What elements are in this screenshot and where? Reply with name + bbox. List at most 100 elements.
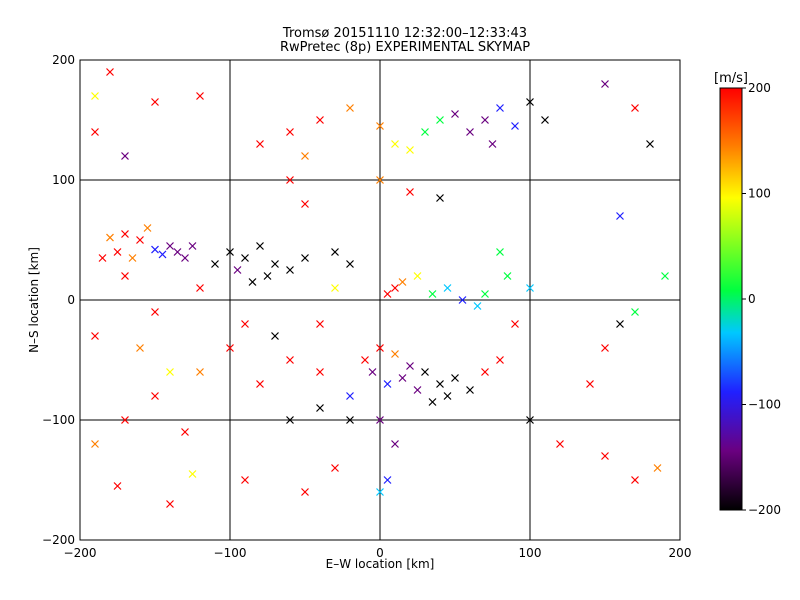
data-point-cross [496, 104, 504, 112]
data-point-cross [181, 428, 189, 436]
data-point-cross [661, 272, 669, 280]
data-point-cross [188, 470, 197, 478]
data-point-cross [496, 356, 504, 364]
data-point-cross [503, 272, 512, 280]
data-point-cross [391, 284, 399, 292]
data-point-cross [316, 320, 324, 328]
data-point-cross [301, 254, 309, 262]
data-point-cross [121, 272, 129, 280]
data-point-cross [541, 116, 549, 124]
x-tick-label: 0 [376, 546, 384, 560]
data-point-cross [451, 110, 459, 118]
y-tick-label: 100 [52, 173, 75, 187]
x-tick-label: 100 [519, 546, 542, 560]
data-point-cross [286, 128, 294, 136]
data-point-cross [121, 416, 129, 424]
data-point-cross [466, 386, 474, 394]
data-point-cross [376, 488, 384, 496]
x-tick-label: −100 [214, 546, 247, 560]
data-point-cross [376, 416, 384, 424]
data-point-cross [166, 500, 174, 508]
data-points [91, 68, 669, 508]
data-point-cross [526, 416, 534, 424]
colorbar-tick-label: 100 [748, 187, 771, 201]
data-point-cross [346, 260, 354, 268]
data-point-cross [248, 278, 257, 286]
colorbar-gradient [719, 87, 743, 511]
data-point-cross [226, 344, 234, 352]
data-point-cross [121, 230, 129, 238]
data-point-cross [331, 464, 339, 472]
data-point-cross [601, 344, 609, 352]
data-point-cross [451, 374, 459, 382]
x-axis-label: E–W location [km] [326, 557, 435, 571]
data-point-cross [241, 476, 249, 484]
x-tick-label: −200 [64, 546, 97, 560]
data-point-cross [421, 128, 429, 136]
data-point-cross [443, 284, 452, 292]
data-point-cross [286, 416, 294, 424]
data-point-cross [428, 290, 437, 298]
data-point-cross [241, 254, 249, 262]
x-axis-ticks: −200 −100 0 100 200 [64, 546, 692, 560]
y-axis-label: N–S location [km] [27, 247, 41, 353]
data-point-cross [406, 188, 414, 196]
data-point-cross [616, 212, 624, 220]
colorbar-ticks: 200 100 0 −100 −200 [742, 81, 781, 517]
data-point-cross [158, 250, 167, 259]
data-point-cross [301, 152, 309, 160]
data-point-cross [631, 104, 639, 112]
data-point-cross [188, 242, 197, 250]
data-point-cross [601, 452, 609, 460]
data-point-cross [256, 380, 264, 388]
data-point-cross [271, 260, 279, 268]
y-tick-label: −100 [42, 413, 75, 427]
data-point-cross [316, 116, 324, 124]
data-point-cross [121, 152, 129, 160]
data-point-cross [361, 356, 369, 364]
data-point-cross [286, 266, 294, 274]
data-point-cross [196, 284, 204, 292]
data-point-cross [526, 98, 534, 106]
data-point-cross [331, 248, 339, 256]
data-point-cross [406, 146, 414, 154]
colorbar: [m/s] 200 100 0 −100 −200 [714, 71, 781, 517]
colorbar-tick-label: −200 [748, 503, 781, 517]
data-point-cross [631, 476, 639, 484]
data-point-cross [256, 140, 264, 148]
data-point-cross [151, 392, 159, 400]
data-point-cross [151, 245, 159, 254]
data-point-cross [391, 350, 399, 358]
data-point-cross [398, 374, 407, 382]
data-point-cross [91, 128, 99, 136]
data-point-cross [346, 392, 354, 400]
data-point-cross [241, 320, 249, 328]
data-point-cross [196, 368, 204, 376]
data-point-cross [646, 140, 654, 148]
data-point-cross [173, 248, 182, 256]
data-point-cross [488, 140, 497, 148]
data-point-cross [286, 356, 294, 364]
data-point-cross [136, 344, 144, 352]
data-point-cross [413, 386, 422, 394]
data-point-cross [301, 200, 309, 208]
data-point-cross [113, 248, 122, 256]
data-point-cross [286, 176, 294, 184]
data-point-cross [481, 368, 489, 376]
data-point-cross [376, 122, 384, 130]
data-point-cross [466, 128, 474, 136]
data-point-cross [556, 440, 564, 448]
data-point-cross [406, 362, 414, 370]
data-point-cross [346, 416, 354, 424]
data-point-cross [443, 392, 452, 400]
data-point-cross [106, 233, 114, 242]
chart-title: Tromsø 20151110 12:32:00–12:33:43 [282, 26, 527, 41]
data-point-cross [436, 194, 444, 202]
data-point-cross [316, 404, 324, 412]
plot-frame [79, 59, 681, 541]
data-point-cross [166, 368, 174, 376]
data-point-cross [136, 236, 144, 244]
data-point-cross [256, 242, 264, 250]
data-point-cross [473, 302, 482, 310]
